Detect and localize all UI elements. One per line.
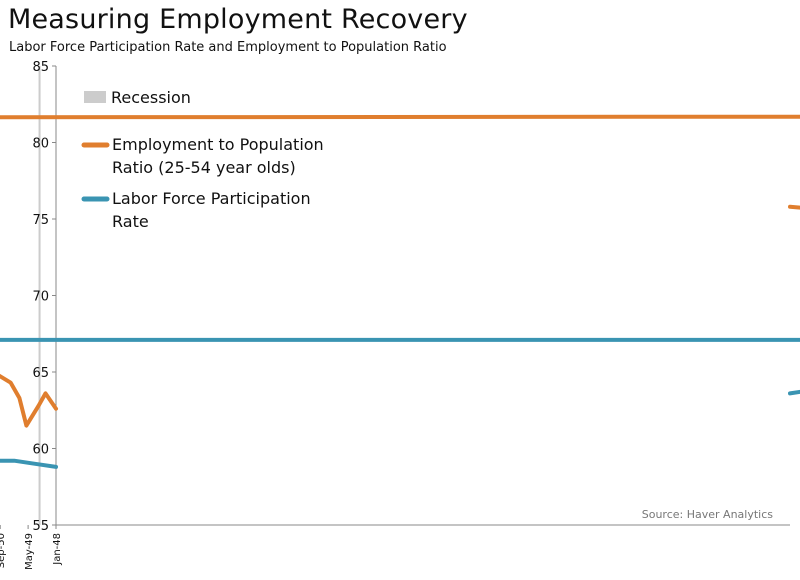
x-tick-label: May-49 — [24, 533, 35, 570]
y-tick-label: 60 — [32, 443, 49, 458]
recession-band-1 — [38, 66, 41, 525]
legend: Recession Employment to Population Ratio (… — [81, 88, 324, 231]
y-tick-label: 75 — [32, 213, 49, 228]
source-annotation: Source: Haver Analytics — [642, 508, 774, 521]
x-axis: Jan-48May-49Sep-50Jan-52May-53Sep-54Jan-… — [0, 524, 790, 570]
chart-title: Measuring Employment Recovery — [8, 4, 468, 35]
legend-label-series-1: Employment to Population — [112, 135, 324, 154]
y-tick-label: 80 — [32, 137, 49, 152]
y-tick-label: 85 — [32, 60, 49, 75]
y-tick-label: 55 — [32, 519, 49, 534]
chart-subtitle: Labor Force Participation Rate and Emplo… — [9, 40, 447, 55]
x-tick-label: Sep-50 — [0, 533, 7, 568]
legend-swatch-recession — [84, 91, 106, 103]
legend-label-series-2: Rate — [112, 212, 149, 231]
series-line-2 — [0, 337, 800, 469]
legend-label-series-2: Labor Force Participation — [112, 189, 311, 208]
x-tick-label: Jan-48 — [52, 533, 63, 566]
y-axis: 55 60 65 70 75 80 85 — [32, 60, 57, 534]
y-tick-label: 70 — [32, 290, 49, 305]
y-tick-label: 65 — [32, 366, 49, 381]
recession-bands — [38, 66, 41, 525]
legend-label-series-1: Ratio (25-54 year olds) — [112, 158, 296, 177]
legend-label-recession: Recession — [111, 88, 191, 107]
